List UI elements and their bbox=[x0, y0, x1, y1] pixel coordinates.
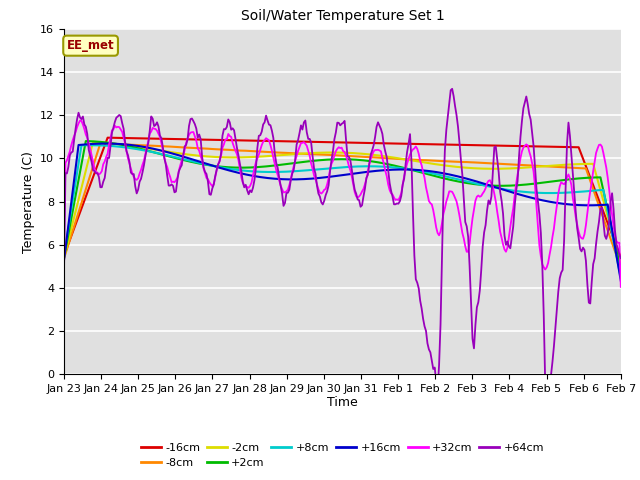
-16cm bbox=[541, 144, 549, 149]
-8cm bbox=[617, 265, 625, 271]
X-axis label: Time: Time bbox=[327, 396, 358, 408]
+16cm bbox=[614, 261, 621, 267]
+64cm bbox=[346, 158, 354, 164]
+64cm bbox=[543, 411, 550, 417]
Line: -8cm: -8cm bbox=[64, 144, 621, 268]
-8cm bbox=[60, 255, 68, 261]
Y-axis label: Temperature (C): Temperature (C) bbox=[22, 151, 35, 252]
+8cm bbox=[614, 260, 621, 266]
-2cm bbox=[348, 150, 356, 156]
+8cm bbox=[617, 275, 625, 281]
-8cm bbox=[458, 159, 466, 165]
-16cm bbox=[60, 253, 68, 259]
Title: Soil/Water Temperature Set 1: Soil/Water Temperature Set 1 bbox=[241, 10, 444, 24]
+32cm bbox=[60, 232, 68, 238]
+64cm bbox=[617, 255, 625, 261]
-16cm bbox=[348, 140, 356, 145]
-2cm bbox=[614, 251, 621, 256]
-16cm bbox=[617, 254, 625, 260]
-2cm bbox=[617, 261, 625, 267]
Legend: -16cm, -8cm, -2cm, +2cm, +8cm, +16cm, +32cm, +64cm: -16cm, -8cm, -2cm, +2cm, +8cm, +16cm, +3… bbox=[136, 438, 548, 472]
+32cm bbox=[458, 230, 466, 236]
+16cm bbox=[97, 141, 104, 146]
-8cm bbox=[614, 257, 621, 263]
+8cm bbox=[86, 143, 94, 148]
Line: +16cm: +16cm bbox=[64, 144, 621, 281]
-16cm bbox=[104, 135, 111, 141]
+2cm bbox=[348, 156, 356, 162]
+2cm bbox=[98, 139, 106, 145]
-2cm bbox=[458, 165, 466, 170]
+32cm bbox=[76, 118, 84, 123]
+2cm bbox=[60, 255, 68, 261]
+2cm bbox=[541, 180, 549, 185]
+64cm bbox=[616, 252, 623, 258]
Line: +64cm: +64cm bbox=[64, 89, 621, 414]
-8cm bbox=[79, 196, 87, 202]
-2cm bbox=[60, 255, 68, 261]
+16cm bbox=[60, 257, 68, 263]
-16cm bbox=[79, 202, 87, 207]
-2cm bbox=[89, 139, 97, 144]
-16cm bbox=[458, 142, 466, 148]
+32cm bbox=[541, 267, 549, 273]
-2cm bbox=[98, 140, 106, 145]
-2cm bbox=[79, 179, 87, 185]
+64cm bbox=[60, 268, 68, 274]
+8cm bbox=[541, 190, 549, 196]
-16cm bbox=[97, 155, 104, 160]
Line: -16cm: -16cm bbox=[64, 138, 621, 257]
Line: -2cm: -2cm bbox=[64, 142, 621, 264]
+16cm bbox=[348, 171, 356, 177]
+8cm bbox=[348, 164, 356, 169]
Line: +8cm: +8cm bbox=[64, 145, 621, 278]
+64cm bbox=[97, 184, 104, 190]
+16cm bbox=[617, 278, 625, 284]
+32cm bbox=[614, 240, 621, 246]
+16cm bbox=[458, 175, 466, 180]
+8cm bbox=[458, 178, 466, 183]
Text: EE_met: EE_met bbox=[67, 39, 115, 52]
+32cm bbox=[617, 284, 625, 290]
+2cm bbox=[458, 180, 466, 185]
-8cm bbox=[348, 153, 356, 159]
+16cm bbox=[541, 198, 549, 204]
Line: +32cm: +32cm bbox=[64, 120, 621, 287]
-8cm bbox=[541, 163, 549, 169]
+64cm bbox=[79, 114, 87, 120]
+32cm bbox=[81, 126, 88, 132]
+2cm bbox=[617, 266, 625, 272]
-2cm bbox=[541, 163, 549, 169]
-8cm bbox=[98, 141, 106, 146]
+2cm bbox=[614, 253, 621, 259]
Line: +2cm: +2cm bbox=[64, 141, 621, 269]
+64cm bbox=[458, 172, 466, 178]
+8cm bbox=[98, 143, 106, 148]
-16cm bbox=[614, 247, 621, 252]
+8cm bbox=[60, 252, 68, 258]
+32cm bbox=[348, 174, 356, 180]
+16cm bbox=[102, 141, 110, 146]
+64cm bbox=[541, 380, 549, 386]
+8cm bbox=[79, 143, 87, 148]
-8cm bbox=[97, 141, 104, 146]
+64cm bbox=[449, 86, 456, 92]
+2cm bbox=[82, 138, 90, 144]
+32cm bbox=[98, 168, 106, 174]
+16cm bbox=[79, 142, 87, 147]
+2cm bbox=[79, 154, 87, 159]
